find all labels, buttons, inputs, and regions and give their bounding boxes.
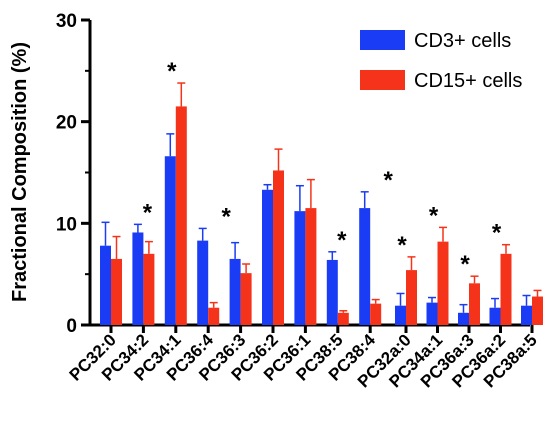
bar-cd3-PC36-3 <box>229 258 241 325</box>
bar-cd15-PC36-2 <box>273 170 284 325</box>
significance-star: * <box>143 199 153 226</box>
bar-cd15-PC34-2 <box>143 253 155 325</box>
legend: CD3+ cells CD15+ cells <box>360 30 522 92</box>
plot-area: 0102030PC32:0PC34:2PC34:1PC36:4PC36:3PC3… <box>56 11 543 391</box>
bar-cd15-PC38-4 <box>370 303 382 325</box>
significance-star: * <box>429 202 439 229</box>
bar-cd15-PC34a-1 <box>437 241 449 325</box>
bar-cd15-PC36-4 <box>208 307 220 325</box>
bar-cd3-PC36a-2 <box>489 307 501 325</box>
bar-cd15-PC38-5 <box>337 312 349 325</box>
significance-star: * <box>222 203 232 230</box>
bar-cd3-PC38a-5 <box>521 305 532 325</box>
y-tick-label: 30 <box>56 11 77 32</box>
significance-star: * <box>492 220 502 247</box>
bar-cd15-PC32a-0 <box>406 270 417 325</box>
bar-cd15-PC34-1 <box>175 106 187 326</box>
bar-cd3-PC34a-1 <box>426 302 438 325</box>
y-axis-label: Fractional Composition (%) <box>9 42 31 302</box>
y-tick-label: 0 <box>66 316 77 337</box>
bar-cd3-PC32-0 <box>100 245 111 325</box>
legend-label-cd15: CD15+ cells <box>414 70 522 92</box>
bar-cd3-PC36-4 <box>197 240 209 325</box>
y-tick-label: 20 <box>56 113 77 134</box>
bar-cd3-PC36a-3 <box>458 312 469 325</box>
significance-star: * <box>460 251 470 278</box>
significance-star: * <box>167 58 177 85</box>
bar-cd3-PC32a-0 <box>395 305 406 325</box>
significance-star: * <box>397 232 407 259</box>
bar-cd3-PC34-2 <box>132 232 144 325</box>
bar-cd15-PC32-0 <box>111 258 122 325</box>
bar-cd3-PC38-5 <box>326 259 338 325</box>
bar-cd3-PC36-2 <box>262 189 273 325</box>
bar-cd3-PC38-4 <box>359 208 371 325</box>
y-tick-label: 10 <box>56 214 77 235</box>
significance-star: * <box>337 227 347 254</box>
bar-cd3-PC36-1 <box>294 211 306 325</box>
bar-cd15-PC36a-2 <box>500 253 512 325</box>
bar-cd15-PC38a-5 <box>532 296 543 325</box>
significance-star: * <box>384 167 394 194</box>
bar-cd15-PC36a-3 <box>469 283 480 325</box>
legend-label-cd3: CD3+ cells <box>414 30 511 52</box>
legend-swatch-cd15 <box>360 70 405 90</box>
legend-swatch-cd3 <box>360 30 405 50</box>
bar-cd15-PC36-3 <box>240 273 252 325</box>
bar-cd3-PC34-1 <box>164 156 176 325</box>
bar-cd15-PC36-1 <box>305 208 317 325</box>
